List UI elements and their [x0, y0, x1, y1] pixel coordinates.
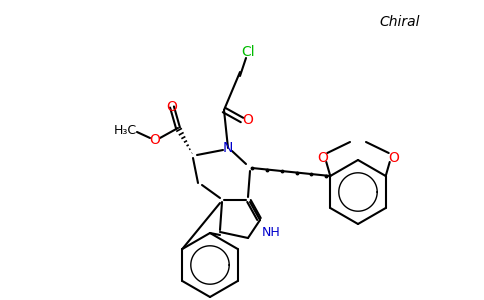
- Text: NH: NH: [262, 226, 281, 239]
- Text: O: O: [242, 113, 254, 127]
- Text: O: O: [166, 100, 178, 114]
- Text: H₃C: H₃C: [113, 124, 136, 136]
- Text: N: N: [223, 141, 233, 155]
- Text: Chiral: Chiral: [380, 15, 420, 29]
- Text: Cl: Cl: [241, 45, 255, 59]
- Text: O: O: [150, 133, 160, 147]
- Text: O: O: [317, 151, 328, 165]
- Text: O: O: [388, 151, 399, 165]
